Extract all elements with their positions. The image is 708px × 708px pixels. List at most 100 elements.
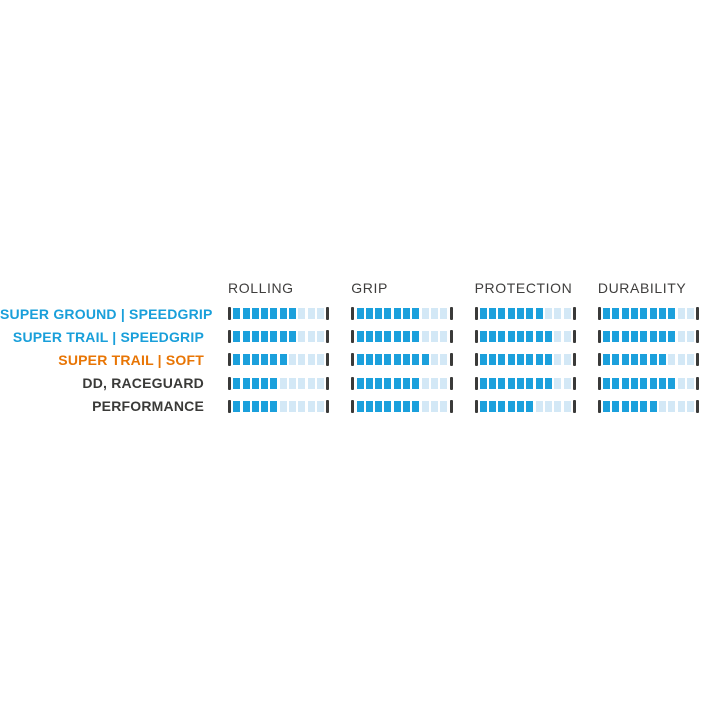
bar-segment-filled: [356, 331, 364, 343]
rating-row: SUPER TRAIL | SOFT: [0, 348, 708, 371]
bar-end-marker: [474, 399, 478, 413]
bar-end-marker: [351, 376, 355, 390]
rating-bar-rolling: [204, 399, 330, 413]
bar-segment-empty: [563, 354, 571, 366]
bar-segment-filled: [517, 377, 525, 389]
bar-end-marker: [696, 330, 700, 344]
bar-segment-filled: [621, 400, 629, 412]
rating-bar-rolling: [204, 330, 330, 344]
bar-segment-filled: [479, 354, 487, 366]
bar-segment-filled: [270, 400, 278, 412]
bar-segment-empty: [289, 400, 297, 412]
bar-segment-empty: [316, 308, 324, 320]
bar-segment-empty: [279, 377, 287, 389]
bar-segment-empty: [298, 308, 306, 320]
rating-bar-durability: [574, 307, 700, 321]
bar-segment-empty: [421, 331, 429, 343]
bar-segment-filled: [356, 354, 364, 366]
bar-end-marker: [449, 376, 453, 390]
bar-segment-filled: [603, 331, 611, 343]
bar-segment-filled: [251, 331, 259, 343]
bar-segment-filled: [403, 400, 411, 412]
bar-segment-filled: [526, 400, 534, 412]
bar-segment-filled: [393, 308, 401, 320]
bar-segment-filled: [384, 354, 392, 366]
segmented-bar: [474, 307, 576, 321]
bar-end-marker: [228, 353, 231, 367]
bar-end-marker: [572, 330, 576, 344]
bar-segment-filled: [242, 308, 250, 320]
bar-segment-filled: [479, 377, 487, 389]
bar-segment-filled: [517, 331, 525, 343]
bar-segment-filled: [393, 331, 401, 343]
bar-segment-filled: [233, 377, 241, 389]
bar-segment-empty: [307, 308, 315, 320]
bar-segment-filled: [242, 400, 250, 412]
bar-segment-filled: [526, 308, 534, 320]
bar-end-marker: [228, 376, 231, 390]
segmented-bar: [474, 399, 576, 413]
bar-end-marker: [351, 399, 355, 413]
bar-segment-filled: [479, 400, 487, 412]
bar-segment-filled: [631, 331, 639, 343]
bar-segment-empty: [686, 377, 694, 389]
bar-segment-filled: [393, 354, 401, 366]
bar-segment-filled: [279, 354, 287, 366]
bar-segment-filled: [649, 377, 657, 389]
bar-segment-empty: [677, 400, 685, 412]
bar-segment-empty: [544, 400, 552, 412]
bar-segment-empty: [307, 331, 315, 343]
rating-bar-durability: [574, 376, 700, 390]
bar-end-marker: [326, 399, 330, 413]
bar-segment-filled: [251, 400, 259, 412]
bar-segment-filled: [489, 354, 497, 366]
rating-bar-protection: [451, 330, 576, 344]
bar-segment-filled: [251, 377, 259, 389]
bar-end-marker: [597, 399, 601, 413]
bar-segment-filled: [375, 354, 383, 366]
bar-segment-filled: [498, 354, 506, 366]
bar-end-marker: [474, 353, 478, 367]
bar-segment-empty: [677, 308, 685, 320]
bar-end-marker: [449, 307, 453, 321]
bar-segment-filled: [507, 308, 515, 320]
bar-end-marker: [597, 307, 601, 321]
segmented-bar: [597, 330, 700, 344]
bar-segment-filled: [621, 377, 629, 389]
bar-segment-filled: [365, 377, 373, 389]
bar-segment-filled: [233, 354, 241, 366]
bar-segment-filled: [498, 377, 506, 389]
bar-segment-empty: [544, 308, 552, 320]
bar-segment-filled: [640, 308, 648, 320]
bar-segment-filled: [668, 308, 676, 320]
bar-segment-filled: [279, 331, 287, 343]
bar-segment-filled: [233, 308, 241, 320]
bar-segment-empty: [430, 354, 438, 366]
bar-segment-empty: [289, 354, 297, 366]
bar-segment-filled: [535, 354, 543, 366]
bar-end-marker: [474, 330, 478, 344]
bar-segment-filled: [668, 377, 676, 389]
bar-segment-empty: [307, 377, 315, 389]
bar-segment-filled: [544, 377, 552, 389]
bar-segment-empty: [316, 354, 324, 366]
segmented-bar: [228, 330, 330, 344]
bar-segment-empty: [316, 377, 324, 389]
bar-end-marker: [696, 376, 700, 390]
bar-segment-filled: [507, 331, 515, 343]
segmented-bar: [351, 376, 453, 390]
bar-segment-filled: [612, 400, 620, 412]
bar-segment-filled: [384, 400, 392, 412]
rating-bar-rolling: [204, 376, 330, 390]
bar-segment-filled: [270, 331, 278, 343]
bar-segment-filled: [621, 331, 629, 343]
segmented-bar: [351, 307, 453, 321]
bar-end-marker: [228, 307, 231, 321]
bar-segment-empty: [440, 377, 448, 389]
bar-segment-empty: [686, 308, 694, 320]
bar-segment-filled: [412, 354, 420, 366]
bar-end-marker: [351, 353, 355, 367]
bar-segment-filled: [403, 331, 411, 343]
bar-segment-filled: [658, 331, 666, 343]
bar-segment-filled: [612, 331, 620, 343]
